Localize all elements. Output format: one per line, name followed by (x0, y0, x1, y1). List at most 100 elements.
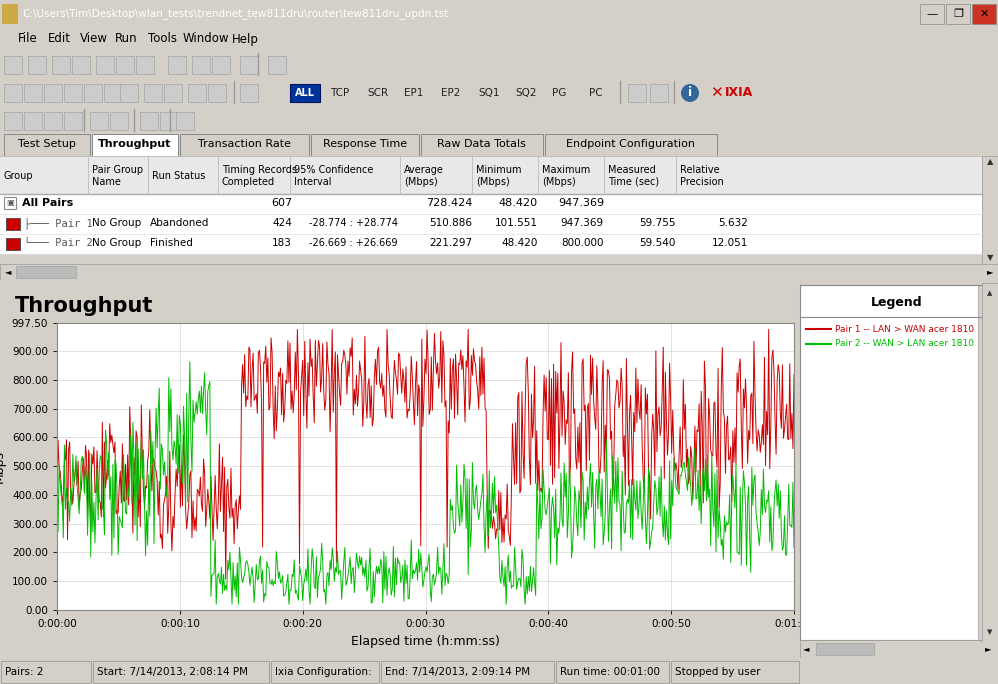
Pair 2 -- WAN > LAN acer 1810 (286, 570, 298, 579)
Bar (671, 661, 799, 683)
X-axis label: Elapsed time (h:mm:ss): Elapsed time (h:mm:ss) (351, 635, 500, 648)
Text: ▲: ▲ (987, 290, 993, 296)
Bar (72, 56, 90, 74)
Pair 2 -- WAN > LAN acer 1810 (718, 555, 730, 564)
Text: (Mbps): (Mbps) (542, 177, 576, 187)
Text: ✕: ✕ (710, 86, 723, 101)
Text: ►: ► (985, 644, 991, 653)
Text: 800.000: 800.000 (562, 238, 604, 248)
Text: Finished: Finished (150, 238, 193, 248)
Bar (311, 134, 419, 156)
Bar (290, 84, 320, 102)
Bar (64, 112, 82, 130)
Bar (144, 84, 162, 102)
Bar (0, 156, 982, 194)
Text: Tools: Tools (148, 33, 177, 46)
Bar (381, 661, 554, 683)
Bar (120, 84, 138, 102)
Text: Window: Window (183, 33, 230, 46)
Bar (6, 218, 20, 230)
Text: End: 7/14/2013, 2:09:14 PM: End: 7/14/2013, 2:09:14 PM (385, 667, 530, 677)
Bar (212, 56, 230, 74)
Text: EP1: EP1 (404, 88, 423, 98)
Pair 2 -- WAN > LAN acer 1810 (537, 466, 549, 474)
Text: C:\Users\Tim\Desktop\wlan_tests\trendnet_tew811dru\router\tew811dru_updn.tst: C:\Users\Tim\Desktop\wlan_tests\trendnet… (22, 8, 448, 19)
Pair 2 -- WAN > LAN acer 1810 (788, 543, 800, 551)
Bar (628, 84, 646, 102)
Pair 2 -- WAN > LAN acer 1810 (234, 543, 246, 551)
Text: Pairs: 2: Pairs: 2 (5, 667, 44, 677)
Bar (946, 4, 970, 24)
Text: Minimum: Minimum (476, 165, 522, 175)
Text: PG: PG (552, 88, 567, 98)
Bar (545, 134, 718, 156)
Text: Pair Group: Pair Group (92, 165, 143, 175)
Text: Abandoned: Abandoned (150, 218, 210, 228)
Text: No Group: No Group (92, 218, 142, 228)
Bar (28, 56, 46, 74)
Text: 424: 424 (272, 218, 292, 228)
Text: ├─── Pair 1: ├─── Pair 1 (24, 217, 93, 229)
Text: 728.424: 728.424 (425, 198, 472, 208)
Bar (4, 56, 22, 74)
Text: View: View (80, 33, 108, 46)
Text: Response Time: Response Time (323, 139, 407, 149)
Bar (136, 56, 154, 74)
Pair 1 -- LAN > WAN acer 1810 (285, 405, 297, 413)
Text: Transaction Rate: Transaction Rate (198, 139, 291, 149)
Pair 1 -- LAN > WAN acer 1810 (291, 326, 303, 334)
Line: Pair 1 -- LAN > WAN acer 1810: Pair 1 -- LAN > WAN acer 1810 (57, 330, 794, 579)
Pair 1 -- LAN > WAN acer 1810 (220, 575, 232, 583)
Bar (4, 134, 90, 156)
Text: 48.420: 48.420 (499, 198, 538, 208)
Text: i: i (688, 86, 692, 99)
Text: 5.632: 5.632 (719, 218, 748, 228)
Text: 95% Confidence: 95% Confidence (294, 165, 373, 175)
Bar (110, 112, 128, 130)
Bar (188, 84, 206, 102)
Text: Raw Data Totals: Raw Data Totals (437, 139, 526, 149)
Bar (4, 197, 16, 209)
Text: 59.540: 59.540 (640, 238, 676, 248)
Text: Help: Help (232, 33, 258, 46)
Bar (240, 84, 258, 102)
Pair 1 -- LAN > WAN acer 1810 (537, 410, 549, 419)
Text: Test Setup: Test Setup (18, 139, 76, 149)
Y-axis label: Mbps: Mbps (0, 450, 6, 483)
Text: (Mbps): (Mbps) (476, 177, 510, 187)
Text: 101.551: 101.551 (495, 218, 538, 228)
Text: ◄: ◄ (5, 267, 11, 276)
Pair 1 -- LAN > WAN acer 1810 (233, 506, 245, 514)
Bar (44, 84, 62, 102)
Bar (421, 134, 543, 156)
Bar (2, 4, 18, 24)
Bar (920, 4, 944, 24)
Text: Measured: Measured (608, 165, 656, 175)
Text: -28.774 : +28.774: -28.774 : +28.774 (309, 218, 398, 228)
Bar (24, 112, 42, 130)
Bar (44, 112, 62, 130)
Bar (104, 84, 122, 102)
Text: TCP: TCP (330, 88, 349, 98)
Text: Relative: Relative (680, 165, 720, 175)
Bar (92, 134, 178, 156)
Bar (93, 661, 269, 683)
Pair 2 -- WAN > LAN acer 1810 (211, 600, 223, 608)
Text: Throughput: Throughput (99, 139, 172, 149)
Text: Edit: Edit (48, 33, 71, 46)
Text: Interval: Interval (294, 177, 331, 187)
Pair 1 -- LAN > WAN acer 1810 (51, 487, 63, 495)
Bar (972, 4, 996, 24)
Bar (271, 661, 379, 683)
Bar (0, 234, 982, 254)
Bar (90, 112, 108, 130)
Bar (650, 84, 668, 102)
Bar (6, 238, 20, 250)
Pair 1 -- LAN > WAN acer 1810 (718, 406, 730, 415)
Bar (96, 56, 114, 74)
Text: ▲: ▲ (984, 294, 989, 300)
Text: Timing Records: Timing Records (222, 165, 297, 175)
Bar (140, 112, 158, 130)
Bar (0, 214, 982, 234)
Text: 48.420: 48.420 (502, 238, 538, 248)
